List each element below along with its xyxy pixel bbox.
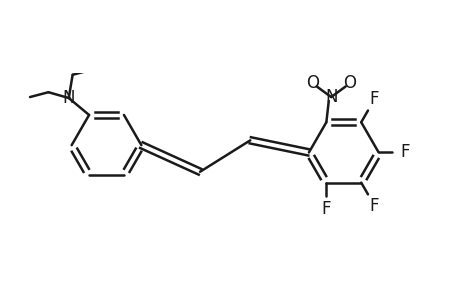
Text: F: F	[369, 90, 379, 108]
Text: O: O	[306, 74, 319, 92]
Text: F: F	[369, 197, 379, 215]
Text: N: N	[62, 89, 75, 107]
Text: F: F	[400, 143, 409, 161]
Text: F: F	[321, 200, 330, 218]
Text: O: O	[342, 74, 355, 92]
Text: N: N	[324, 88, 337, 106]
